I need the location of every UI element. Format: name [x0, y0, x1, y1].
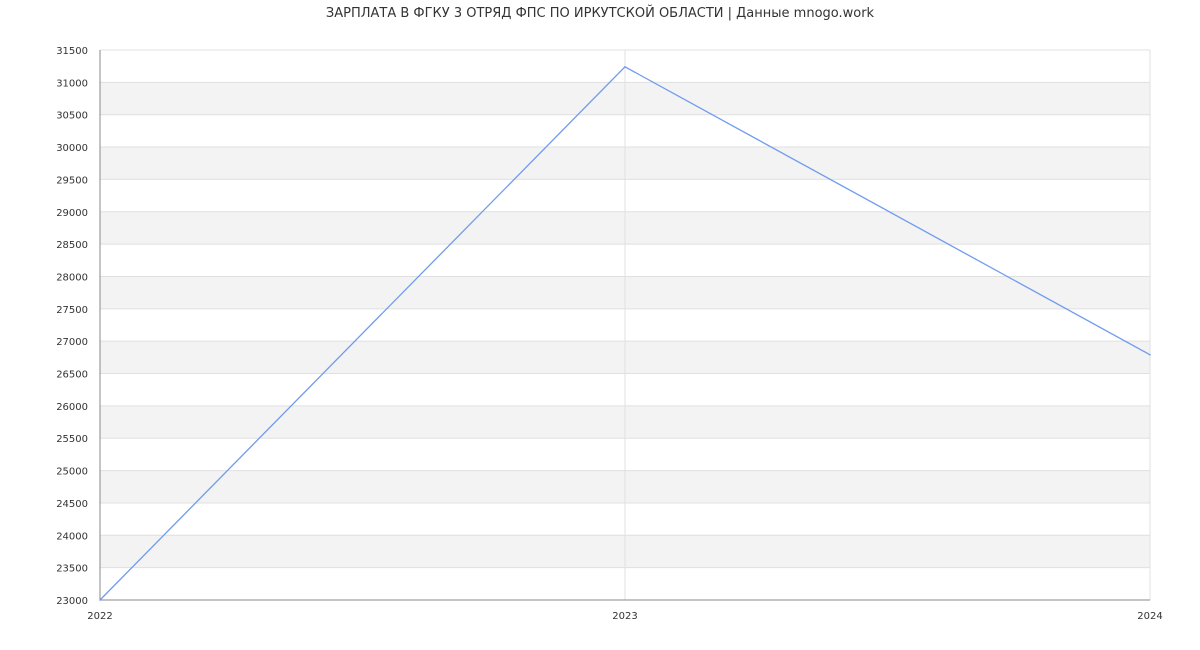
y-tick-label: 23000 [56, 596, 88, 607]
y-tick-label: 23500 [56, 564, 88, 575]
y-tick-label: 29500 [56, 175, 88, 186]
y-tick-label: 25500 [56, 434, 88, 445]
y-tick-label: 26000 [56, 402, 88, 413]
y-tick-label: 24500 [56, 499, 88, 510]
x-tick-label: 2023 [612, 611, 637, 622]
y-tick-label: 30500 [56, 111, 88, 122]
y-tick-label: 28000 [56, 272, 88, 283]
y-tick-label: 29000 [56, 208, 88, 219]
y-tick-label: 30000 [56, 143, 88, 154]
data-point [624, 66, 626, 68]
x-tick-label: 2024 [1137, 611, 1162, 622]
y-tick-label: 31500 [56, 46, 88, 57]
y-tick-label: 24000 [56, 531, 88, 542]
chart-title: ЗАРПЛАТА В ФГКУ 3 ОТРЯД ФПС ПО ИРКУТСКОЙ… [325, 6, 875, 21]
x-tick-label: 2022 [87, 611, 112, 622]
y-tick-label: 27000 [56, 337, 88, 348]
y-tick-label: 26500 [56, 370, 88, 381]
y-tick-label: 31000 [56, 78, 88, 89]
y-tick-label: 27500 [56, 305, 88, 316]
y-tick-label: 28500 [56, 240, 88, 251]
y-tick-label: 25000 [56, 467, 88, 478]
data-point [99, 599, 101, 601]
data-point [1149, 353, 1151, 356]
